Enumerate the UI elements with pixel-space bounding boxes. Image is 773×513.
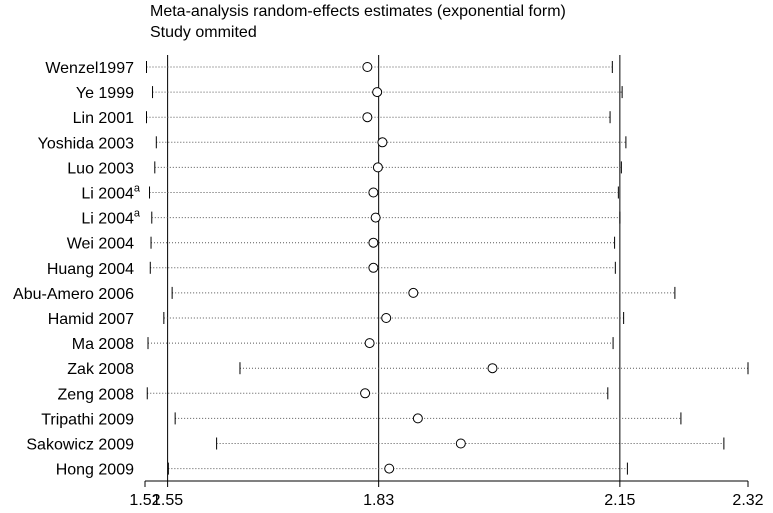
estimate-point <box>408 287 419 298</box>
study-label: Abu-Amero 2006 <box>13 286 134 303</box>
estimate-point <box>362 112 373 123</box>
x-axis: 1.521.55 1.83 2.15 2.32 <box>129 480 764 509</box>
study-label: Ye 1999 <box>76 85 134 102</box>
study-label: Luo 2003 <box>67 160 134 177</box>
chart-title: Meta-analysis random-effects estimates (… <box>150 3 566 20</box>
study-label: Li 2004a <box>81 183 141 203</box>
study-label: Hong 2009 <box>56 462 134 479</box>
study-label: Hamid 2007 <box>48 311 134 328</box>
estimate-point <box>360 388 371 399</box>
estimate-point <box>362 62 373 72</box>
study-label: Huang 2004 <box>47 261 134 278</box>
estimate-point <box>372 162 383 173</box>
study-label: Li 2004a <box>81 208 141 228</box>
chart-subtitle: Study ommited <box>150 24 257 41</box>
estimate-point <box>368 262 379 273</box>
study-label: Wei 2004 <box>67 236 134 253</box>
study-label: Zak 2008 <box>67 361 134 378</box>
estimate-point <box>377 137 388 148</box>
estimate-point <box>372 87 383 98</box>
study-label: Yoshida 2003 <box>38 135 134 152</box>
estimate-point <box>368 237 379 248</box>
estimate-point <box>370 212 381 223</box>
estimate-point <box>384 463 395 474</box>
study-label: Tripathi 2009 <box>41 411 134 428</box>
study-label: Lin 2001 <box>73 110 134 127</box>
estimate-point <box>364 338 375 349</box>
x-tick-label: 1.55 <box>152 492 183 509</box>
study-rows: Wenzel1997 Ye 1999 Lin 2001 Yoshida 2003 Luo… <box>13 60 749 479</box>
x-tick-label: 1.83 <box>363 492 394 509</box>
study-label: Ma 2008 <box>72 336 134 353</box>
estimate-point <box>412 413 423 424</box>
study-label: Sakowicz 2009 <box>26 437 134 454</box>
estimate-point <box>455 438 466 449</box>
x-tick-label: 2.32 <box>732 492 763 509</box>
estimate-point <box>487 363 498 374</box>
estimate-point <box>381 313 392 323</box>
study-label: Wenzel1997 <box>45 60 134 77</box>
estimate-point <box>368 187 379 198</box>
x-tick-label: 1.52 <box>129 492 160 509</box>
study-label: Zeng 2008 <box>57 386 134 403</box>
x-tick-label: 2.15 <box>604 492 635 509</box>
